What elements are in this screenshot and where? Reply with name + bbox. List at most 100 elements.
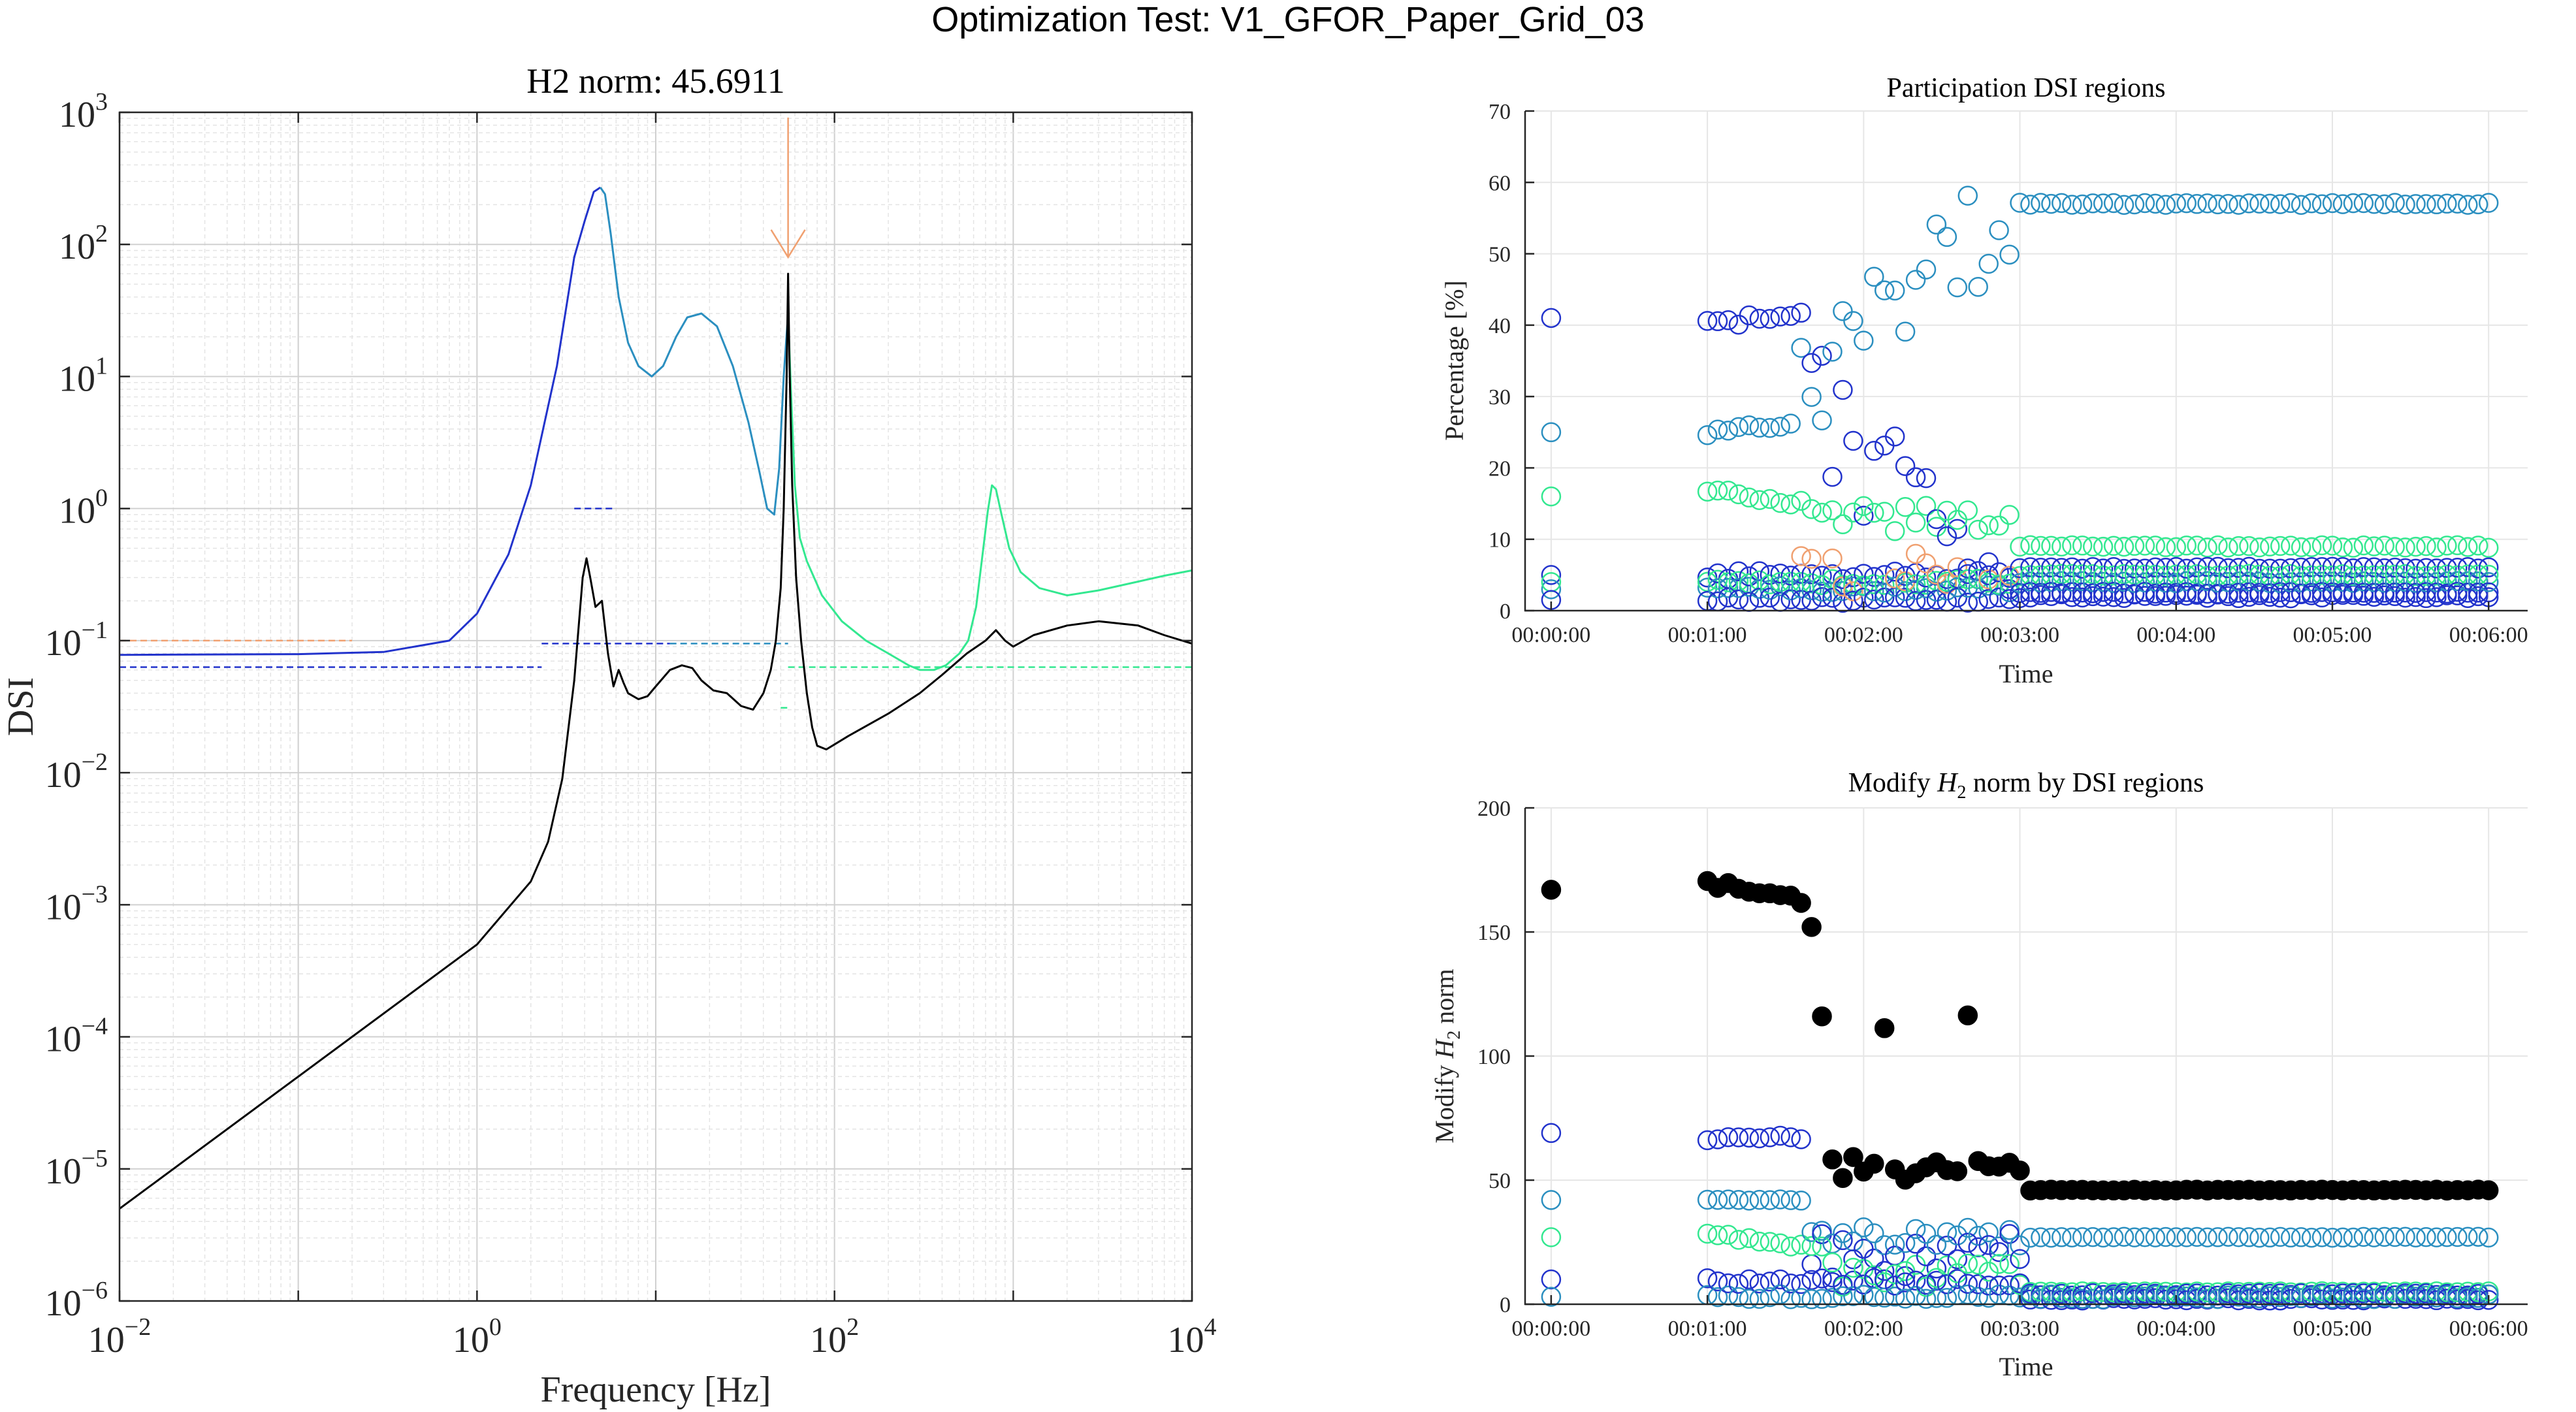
participation-point bbox=[2260, 193, 2280, 214]
participation-point bbox=[2155, 195, 2176, 215]
participation-point bbox=[2395, 571, 2415, 592]
participation-point bbox=[2124, 564, 2145, 585]
h2-norm-point bbox=[1801, 1270, 1822, 1291]
h2-norm-point bbox=[2364, 1227, 2385, 1247]
h2-norm-point bbox=[1978, 1261, 1999, 1282]
h2-norm-point bbox=[1780, 1289, 1801, 1309]
participation-point bbox=[2291, 537, 2311, 558]
participation-point bbox=[1791, 578, 1811, 598]
h2-norm-point bbox=[2437, 1227, 2457, 1247]
participation-point bbox=[2416, 588, 2436, 609]
participation-point bbox=[2187, 536, 2207, 556]
participation-point bbox=[2166, 193, 2187, 214]
h2-norm-point bbox=[2301, 1286, 2322, 1306]
participation-point bbox=[1541, 486, 1562, 507]
participation-point bbox=[2280, 588, 2301, 609]
participation-point bbox=[2062, 195, 2082, 215]
tick-base: 10 bbox=[45, 1283, 82, 1324]
participation-point bbox=[2103, 536, 2124, 556]
h2-norm-point bbox=[2301, 1227, 2322, 1248]
participation-point bbox=[1780, 413, 1801, 434]
participation-point bbox=[1864, 581, 1884, 602]
left-x-tick-label: 100 bbox=[453, 1313, 502, 1360]
participation-point bbox=[2052, 558, 2072, 578]
participation-point bbox=[2041, 571, 2061, 592]
tr-x-tick-label: 00:02:00 bbox=[1824, 623, 1903, 647]
participation-point bbox=[2426, 572, 2447, 592]
tick-base: 10 bbox=[453, 1320, 489, 1360]
participation-point bbox=[1760, 579, 1780, 600]
h2-norm-point bbox=[1541, 1287, 1562, 1307]
h2-norm-point bbox=[1926, 1288, 1947, 1308]
participation-point bbox=[1978, 552, 1999, 573]
participation-point bbox=[2426, 587, 2447, 607]
participation-point bbox=[2145, 583, 2166, 604]
h2-norm-point bbox=[2239, 1227, 2259, 1247]
left-series-line-1 bbox=[599, 187, 790, 516]
h2-norm-point bbox=[2020, 1227, 2040, 1248]
br-x-tick-label: 00:05:00 bbox=[2293, 1317, 2372, 1341]
participation-point bbox=[1916, 468, 1937, 489]
participation-point bbox=[2364, 586, 2385, 607]
h2-norm-point bbox=[1707, 1287, 1728, 1308]
tick-base: 10 bbox=[45, 1151, 82, 1192]
h2-norm-point bbox=[1999, 1254, 2020, 1274]
participation-point bbox=[2260, 583, 2280, 603]
h2-norm-point bbox=[1791, 1274, 1811, 1294]
h2-norm-point bbox=[1968, 1287, 1988, 1307]
participation-point bbox=[2020, 535, 2040, 556]
h2-norm-point bbox=[1916, 1289, 1937, 1309]
h2-norm-point bbox=[1957, 1253, 1978, 1274]
participation-point bbox=[2270, 194, 2291, 214]
h2-norm-point bbox=[2406, 1287, 2426, 1307]
tr-y-tick-label: 50 bbox=[1489, 243, 1511, 267]
left-plot-title: H2 norm: 45.6911 bbox=[526, 61, 784, 101]
h2-norm-point bbox=[2010, 1160, 2030, 1181]
h2-norm-point bbox=[2426, 1287, 2447, 1308]
left-y-tick-label: 10−6 bbox=[45, 1277, 108, 1324]
participation-point bbox=[1884, 577, 1905, 597]
h2-norm-point bbox=[2353, 1227, 2374, 1247]
participation-point bbox=[2187, 571, 2207, 592]
participation-point bbox=[1905, 270, 1926, 290]
h2-norm-point bbox=[1968, 1255, 1988, 1275]
participation-point bbox=[2364, 583, 2385, 603]
participation-point bbox=[1895, 496, 1916, 517]
participation-point bbox=[2239, 536, 2259, 556]
participation-point bbox=[2239, 556, 2259, 577]
participation-point bbox=[1707, 419, 1728, 440]
h2-norm-point bbox=[2155, 1227, 2176, 1247]
participation-point bbox=[2280, 572, 2301, 592]
h2-norm-point bbox=[2374, 1287, 2394, 1307]
participation-point bbox=[2229, 571, 2249, 592]
participation-point bbox=[2447, 193, 2468, 214]
h2-norm-point bbox=[1541, 1269, 1562, 1290]
br-x-tick-label: 00:04:00 bbox=[2136, 1317, 2215, 1341]
h2-norm-point bbox=[2406, 1227, 2426, 1247]
h2-norm-point bbox=[1989, 1242, 2009, 1262]
h2-norm-point bbox=[1926, 1270, 1947, 1291]
tick-base: 10 bbox=[88, 1320, 125, 1360]
participation-point bbox=[2395, 538, 2415, 558]
participation-point bbox=[1541, 308, 1562, 329]
participation-point bbox=[2239, 586, 2259, 607]
participation-point bbox=[2155, 572, 2176, 593]
participation-point bbox=[2332, 537, 2353, 558]
participation-point bbox=[2468, 583, 2488, 603]
participation-point bbox=[1854, 330, 1874, 351]
tick-base: 10 bbox=[59, 359, 95, 399]
participation-point bbox=[2072, 582, 2093, 603]
h2-norm-point bbox=[1999, 1224, 2020, 1244]
participation-point bbox=[2062, 582, 2082, 602]
participation-point bbox=[2291, 572, 2311, 592]
participation-point bbox=[1843, 573, 1863, 594]
h2-norm-point bbox=[1989, 1276, 2009, 1296]
h2-norm-point bbox=[1833, 1286, 1853, 1306]
participation-point bbox=[1864, 266, 1884, 287]
h2-norm-point bbox=[1760, 1127, 1780, 1147]
dsi-frequency-plot: 10−2 100 102 10410−610−510−410−310−210−1100… bbox=[1, 61, 1217, 1410]
h2-norm-point bbox=[1812, 1006, 1832, 1027]
left-plot-data bbox=[119, 118, 1193, 1210]
h2-norm-point bbox=[2426, 1227, 2447, 1247]
participation-point bbox=[2114, 558, 2134, 579]
